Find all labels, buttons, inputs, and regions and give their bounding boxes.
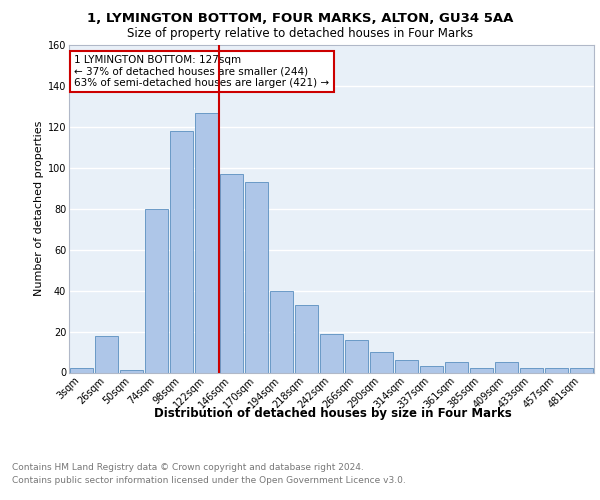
- Bar: [345, 340, 368, 372]
- Bar: [470, 368, 493, 372]
- Bar: [520, 368, 543, 372]
- Text: Distribution of detached houses by size in Four Marks: Distribution of detached houses by size …: [154, 408, 512, 420]
- Y-axis label: Number of detached properties: Number of detached properties: [34, 121, 44, 296]
- Bar: [195, 112, 218, 372]
- Bar: [495, 362, 518, 372]
- Text: 1 LYMINGTON BOTTOM: 127sqm
← 37% of detached houses are smaller (244)
63% of sem: 1 LYMINGTON BOTTOM: 127sqm ← 37% of deta…: [74, 55, 329, 88]
- Bar: [245, 182, 268, 372]
- Bar: [270, 290, 293, 372]
- Bar: [95, 336, 118, 372]
- Bar: [370, 352, 393, 372]
- Bar: [220, 174, 243, 372]
- Bar: [70, 368, 93, 372]
- Text: Contains HM Land Registry data © Crown copyright and database right 2024.: Contains HM Land Registry data © Crown c…: [12, 462, 364, 471]
- Bar: [320, 334, 343, 372]
- Bar: [395, 360, 418, 372]
- Text: Contains public sector information licensed under the Open Government Licence v3: Contains public sector information licen…: [12, 476, 406, 485]
- Bar: [420, 366, 443, 372]
- Bar: [445, 362, 468, 372]
- Text: 1, LYMINGTON BOTTOM, FOUR MARKS, ALTON, GU34 5AA: 1, LYMINGTON BOTTOM, FOUR MARKS, ALTON, …: [87, 12, 513, 26]
- Bar: [570, 368, 593, 372]
- Bar: [170, 131, 193, 372]
- Bar: [145, 209, 168, 372]
- Bar: [120, 370, 143, 372]
- Bar: [545, 368, 568, 372]
- Bar: [295, 305, 318, 372]
- Text: Size of property relative to detached houses in Four Marks: Size of property relative to detached ho…: [127, 28, 473, 40]
